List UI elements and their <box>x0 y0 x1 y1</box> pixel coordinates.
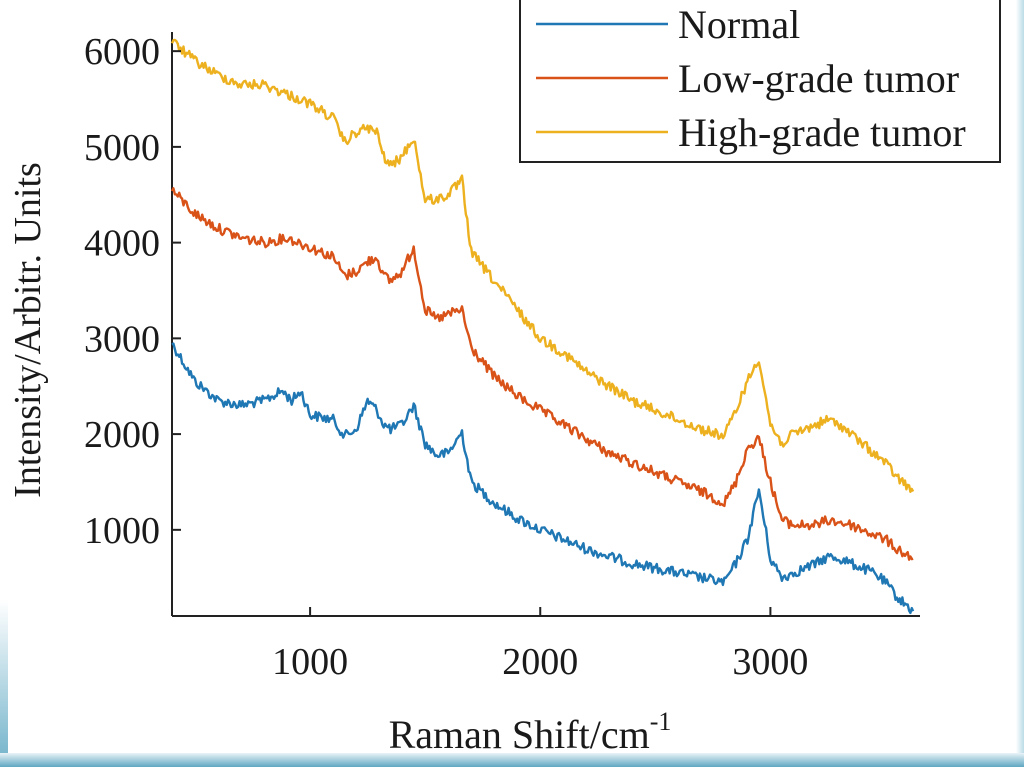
frame-edge-right <box>1016 0 1024 767</box>
y-tick-label: 3000 <box>84 318 160 360</box>
x-tick-label: 2000 <box>502 641 578 683</box>
series-layer <box>170 38 915 615</box>
series-line-1 <box>171 342 915 615</box>
legend-label: High-grade tumor <box>678 110 966 155</box>
legend-box <box>519 0 1001 163</box>
x-tick-label: 3000 <box>732 641 808 683</box>
y-tick-label: 5000 <box>84 127 160 169</box>
series-line-2 <box>170 187 914 561</box>
legend-label: Low-grade tumor <box>678 56 959 101</box>
y-axis-label: Intensity/Arbitr. Units <box>7 162 49 498</box>
x-axis-label: Raman Shift/cm-1 <box>389 707 672 757</box>
series-line-3 <box>170 38 915 493</box>
axes-layer <box>171 32 920 617</box>
x-axis-label-text: Raman Shift/cm <box>389 712 650 757</box>
y-tick-label: 4000 <box>84 223 160 265</box>
legend-label: Normal <box>678 2 800 47</box>
y-tick-label: 2000 <box>84 414 160 456</box>
y-tick-label: 6000 <box>84 31 160 73</box>
y-tick-label: 1000 <box>84 510 160 552</box>
x-axis-label-superscript: -1 <box>650 707 672 736</box>
frame-edge-left <box>0 600 8 767</box>
x-tick-label: 1000 <box>272 641 348 683</box>
legend: Normal Low-grade tumor High-grade tumor <box>519 0 1001 163</box>
ticks-layer: 1000 2000 3000 1000 2000 3000 4000 5000 6000 <box>84 31 808 683</box>
frame-edge-bottom <box>0 753 1024 767</box>
